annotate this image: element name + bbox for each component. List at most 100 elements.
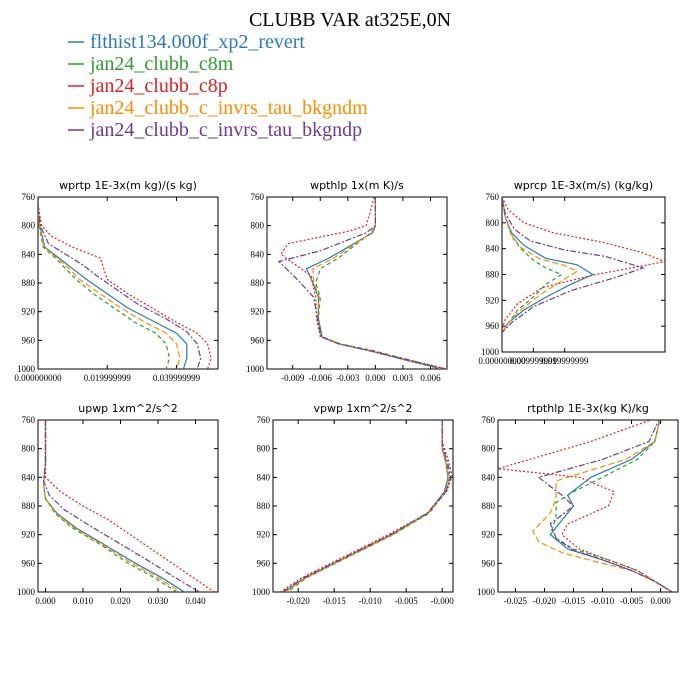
panel-1: wprtp 1E-3x(m kg)/(s kg) 760 800 840 880 920 9… [14, 179, 219, 383]
legend-label: jan24_clubb_c_invrs_tau_bkgndp [89, 119, 362, 141]
x-tick-label: 0.000 [365, 373, 386, 383]
x-tick-label: -0.010 [359, 596, 383, 606]
legend-label: flthist134.000f_xp2_revert [90, 31, 305, 53]
series-line-5 [282, 420, 452, 592]
panels: wprtp 1E-3x(m kg)/(s kg) 760 800 840 880 920 9… [14, 179, 679, 606]
y-tick-label: 920 [482, 530, 496, 540]
x-tick-label: 0.040 [185, 596, 206, 606]
series-line-4 [42, 420, 181, 592]
legend: flthist134.000f_xp2_revertjan24_clubb_c8… [68, 31, 368, 141]
x-tick-label: 0.020 [110, 596, 131, 606]
x-tick-label: 0.039999999 [153, 373, 201, 383]
plot-frame [37, 419, 219, 593]
series-line-4 [532, 420, 673, 592]
y-tick-label: 1000 [252, 587, 271, 597]
x-tick-label: 0.009999999 [510, 356, 558, 366]
series-line-5 [42, 420, 200, 592]
series-line-3 [498, 420, 673, 592]
x-tick-label: 0.019999999 [541, 356, 589, 366]
y-tick-label: 960 [486, 321, 500, 331]
y-tick-label: 920 [22, 307, 36, 317]
y-tick-label: 960 [482, 558, 496, 568]
series-line-4 [38, 204, 181, 369]
y-tick-label: 960 [22, 558, 36, 568]
series-line-3 [44, 420, 215, 592]
y-tick-label: 760 [257, 415, 271, 425]
legend-entry: jan24_clubb_c8m [68, 53, 234, 75]
series-line-3 [502, 197, 665, 330]
x-tick-label: 0.019999999 [84, 373, 132, 383]
y-tick-label: 760 [486, 192, 500, 202]
y-tick-label: 960 [257, 558, 271, 568]
y-tick-label: 920 [22, 530, 36, 540]
y-tick-label: 1000 [246, 364, 265, 374]
y-tick-label: 920 [257, 530, 271, 540]
legend-label: jan24_clubb_c8p [89, 75, 228, 97]
series-line-4 [502, 197, 579, 333]
panel-4: upwp 1xm^2/s^2 760 800 840 880 920 960 10000.00… [17, 402, 219, 606]
plot-frame [272, 419, 454, 593]
series-line-4 [284, 420, 450, 592]
series-line-1 [283, 420, 449, 592]
x-tick-label: 0.006 [420, 373, 441, 383]
y-tick-label: 800 [482, 444, 496, 454]
y-tick-label: 880 [251, 278, 265, 288]
legend-entry: flthist134.000f_xp2_revert [68, 31, 305, 53]
panel-3: wprcp 1E-3x(m/s) (kg/kg) 760 800 840 880 920 9… [478, 179, 666, 366]
x-tick-label: 0.003 [393, 373, 414, 383]
series-line-1 [42, 420, 185, 592]
y-tick-label: 760 [22, 415, 36, 425]
panel-5: vpwp 1xm^2/s^2 760 800 840 880 920 960 1000 -0.0… [252, 402, 454, 606]
x-tick-label: -0.000 [431, 596, 455, 606]
legend-entry: jan24_clubb_c_invrs_tau_bkgndp [68, 119, 362, 141]
x-tick-label: -0.009 [281, 373, 305, 383]
plot-frame [501, 196, 666, 353]
legend-label: jan24_clubb_c_invrs_tau_bkgndm [89, 97, 368, 119]
series-line-3 [38, 204, 212, 369]
series-line-5 [38, 204, 202, 369]
y-tick-label: 840 [22, 249, 36, 259]
legend-entry: jan24_clubb_c_invrs_tau_bkgndm [68, 97, 368, 119]
y-tick-label: 880 [486, 270, 500, 280]
panel-title: wpthlp 1x(m K)/s [310, 179, 404, 192]
y-tick-label: 760 [482, 415, 496, 425]
x-tick-label: -0.020 [287, 596, 311, 606]
y-tick-label: 800 [257, 444, 271, 454]
x-tick-label: 0.030 [148, 596, 169, 606]
panel-6: rtpthlp 1E-3x(kg K)/kg 760 800 840 880 920 960… [477, 402, 679, 606]
series-line-2 [549, 420, 673, 592]
y-tick-label: 880 [22, 501, 36, 511]
y-tick-label: 880 [482, 501, 496, 511]
y-tick-label: 1000 [17, 364, 36, 374]
y-tick-label: 800 [251, 221, 265, 231]
panel-title: wprcp 1E-3x(m/s) (kg/kg) [514, 179, 653, 192]
x-tick-label: -0.015 [323, 596, 347, 606]
plot-frame [37, 196, 219, 370]
series-line-5 [277, 197, 446, 369]
series-line-5 [537, 420, 673, 592]
legend-label: jan24_clubb_c8m [89, 53, 234, 75]
panel-title: upwp 1xm^2/s^2 [78, 402, 178, 415]
y-tick-label: 760 [251, 192, 265, 202]
x-tick-label: 0.000000000 [478, 356, 526, 366]
y-tick-label: 1000 [481, 347, 500, 357]
y-tick-label: 960 [251, 335, 265, 345]
series-line-4 [312, 197, 443, 369]
plot-frame [266, 196, 448, 370]
x-tick-label: -0.006 [309, 373, 333, 383]
y-tick-label: 800 [22, 444, 36, 454]
y-tick-label: 920 [251, 307, 265, 317]
series-line-2 [42, 420, 178, 592]
x-tick-label: 0.000000000 [14, 373, 62, 383]
panel-title: rtpthlp 1E-3x(kg K)/kg [527, 402, 649, 415]
y-tick-label: 880 [257, 501, 271, 511]
legend-entry: jan24_clubb_c8p [68, 75, 228, 97]
x-tick-label: -0.005 [620, 596, 644, 606]
series-line-1 [305, 197, 442, 369]
y-tick-label: 840 [482, 472, 496, 482]
x-tick-label: -0.005 [395, 596, 419, 606]
y-tick-label: 1000 [477, 587, 496, 597]
x-tick-label: -0.020 [533, 596, 557, 606]
y-tick-label: 800 [486, 218, 500, 228]
